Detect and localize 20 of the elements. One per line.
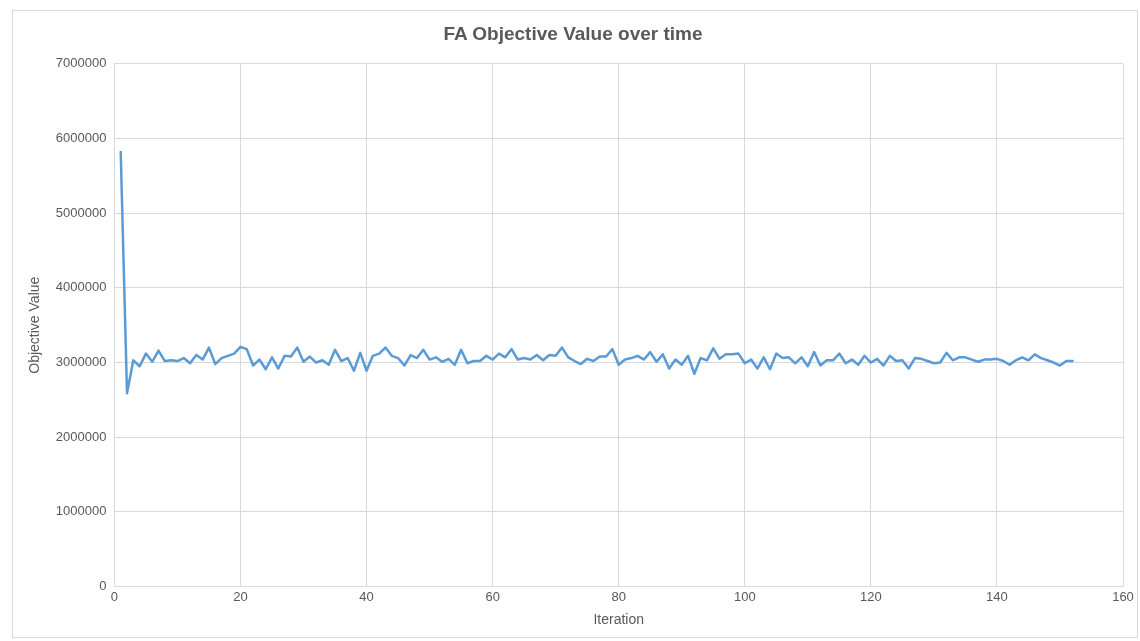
y-tick-label: 1000000: [55, 503, 107, 519]
x-tick-label: 140: [986, 588, 1008, 604]
x-tick-label: 60: [485, 588, 500, 604]
y-axis-title: Objective Value: [26, 276, 43, 374]
x-tick-label: 20: [233, 588, 248, 604]
x-tick-label: 80: [611, 588, 626, 604]
x-tick-label: 40: [359, 588, 374, 604]
x-tick-label: 0: [110, 588, 119, 604]
y-tick-label: 6000000: [55, 130, 107, 146]
x-tick-label: 160: [1112, 588, 1134, 604]
y-tick-label: 0: [99, 578, 107, 594]
x-axis-title: Iteration: [593, 611, 644, 628]
y-tick-label: 5000000: [55, 204, 107, 220]
x-tick-label: 100: [733, 588, 756, 604]
y-tick-label: 4000000: [55, 279, 107, 295]
y-tick-label: 7000000: [55, 55, 107, 71]
chart-title: FA Objective Value over time: [443, 22, 703, 44]
x-tick-label: 120: [860, 588, 882, 604]
y-tick-label: 2000000: [55, 428, 107, 444]
y-tick-label: 3000000: [55, 354, 107, 370]
